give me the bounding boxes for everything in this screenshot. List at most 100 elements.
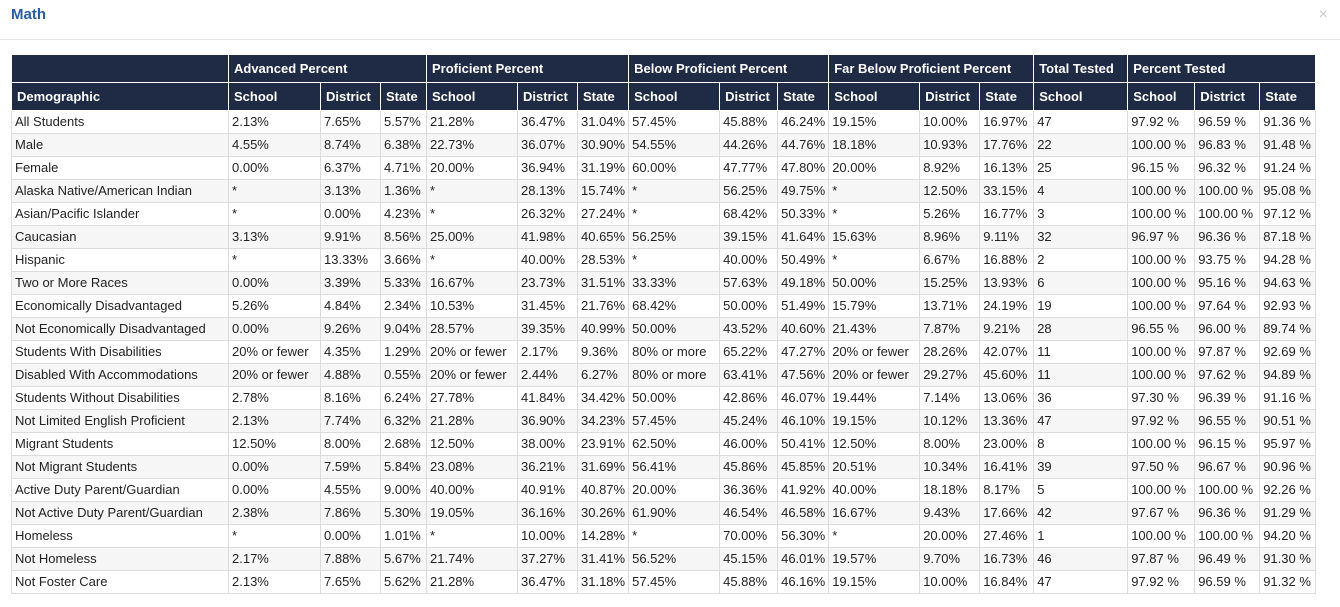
table-cell: 23.91% xyxy=(576,432,630,456)
table-cell: 34.23% xyxy=(576,409,630,433)
table-cell: * xyxy=(426,248,518,272)
table-row: Not Homeless 2.17% 7.88% 5.67% 21.74% 37.27% 3… xyxy=(11,547,1317,571)
table-cell: 19.15% xyxy=(828,110,921,134)
table-row: Economically Disadvantaged 5.26% 4.84% 2.34… xyxy=(11,294,1317,318)
table-cell: 31.45% xyxy=(517,294,578,318)
demographic-cell: Female xyxy=(11,156,229,180)
table-cell: 31.04% xyxy=(576,110,630,134)
column-header: District xyxy=(320,82,381,111)
demographic-cell: Alaska Native/American Indian xyxy=(11,179,229,203)
table-cell: 91.16 % xyxy=(1259,386,1317,410)
table-row: Alaska Native/American Indian * 3.13% 1.36%… xyxy=(11,179,1317,203)
table-cell: 7.65% xyxy=(320,110,381,134)
table-cell: 18.18% xyxy=(828,133,921,157)
table-cell: 60.00% xyxy=(628,156,721,180)
group-header-percent-tested: Percent Tested xyxy=(1127,54,1317,83)
table-row: Disabled With Accommodations 20% or fewer… xyxy=(11,363,1317,387)
table-cell: 20% or fewer xyxy=(228,363,321,387)
table-cell: * xyxy=(426,524,518,548)
demographic-cell: Migrant Students xyxy=(11,432,229,456)
table-cell: 6.27% xyxy=(576,363,630,387)
table-cell: 32 xyxy=(1033,225,1129,249)
table-cell: 45.85% xyxy=(777,455,830,479)
table-cell: 27.78% xyxy=(426,386,518,410)
demographic-cell: Economically Disadvantaged xyxy=(11,294,229,318)
table-cell: 21.28% xyxy=(426,409,518,433)
table-cell: 19.15% xyxy=(828,570,921,594)
table-cell: 22.73% xyxy=(426,133,518,157)
table-row: Two or More Races 0.00% 3.39% 5.33% 16.67% 23… xyxy=(11,271,1317,295)
table-cell: 80% or more xyxy=(628,363,721,387)
table-cell: 4.35% xyxy=(320,340,381,364)
demographic-cell: Not Foster Care xyxy=(11,570,229,594)
table-cell: 20% or fewer xyxy=(426,363,518,387)
table-cell: 36.47% xyxy=(517,110,578,134)
table-cell: 0.00% xyxy=(228,478,321,502)
table-cell: 8.00% xyxy=(320,432,381,456)
table-cell: 31.18% xyxy=(576,570,630,594)
demographic-cell: Homeless xyxy=(11,524,229,548)
table-cell: 36.16% xyxy=(517,501,578,525)
table-cell: 100.00 % xyxy=(1194,478,1261,502)
table-cell: 9.26% xyxy=(320,317,381,341)
table-cell: 0.55% xyxy=(380,363,427,387)
table-cell: 6.67% xyxy=(919,248,981,272)
table-cell: * xyxy=(828,202,921,226)
table-cell: 3.13% xyxy=(228,225,321,249)
table-cell: 42.86% xyxy=(719,386,779,410)
table-cell: 21.28% xyxy=(426,570,518,594)
table-cell: 40.60% xyxy=(777,317,830,341)
group-header-empty xyxy=(11,54,229,83)
table-cell: 10.53% xyxy=(426,294,518,318)
table-cell: 31.69% xyxy=(576,455,630,479)
table-cell: * xyxy=(628,202,721,226)
demographic-cell: Not Limited English Proficient xyxy=(11,409,229,433)
column-header: State xyxy=(576,82,630,111)
table-cell: 1 xyxy=(1033,524,1129,548)
table-cell: 8.16% xyxy=(320,386,381,410)
table-cell: 4.55% xyxy=(320,478,381,502)
group-header-row: Advanced Percent Proficient Percent Belo… xyxy=(11,54,1317,83)
table-cell: 80% or more xyxy=(628,340,721,364)
table-cell: * xyxy=(828,179,921,203)
table-cell: 5.26% xyxy=(228,294,321,318)
table-cell: 4.55% xyxy=(228,133,321,157)
table-cell: 92.26 % xyxy=(1259,478,1317,502)
table-cell: 10.00% xyxy=(919,110,981,134)
table-cell: * xyxy=(828,248,921,272)
table-cell: 13.36% xyxy=(979,409,1035,433)
table-cell: 100.00 % xyxy=(1127,340,1196,364)
table-cell: 16.67% xyxy=(828,501,921,525)
table-cell: 96.39 % xyxy=(1194,386,1261,410)
close-icon[interactable]: × xyxy=(1318,6,1328,23)
table-cell: 57.45% xyxy=(628,570,721,594)
table-cell: 47.27% xyxy=(777,340,830,364)
table-cell: 2.13% xyxy=(228,110,321,134)
table-cell: 100.00 % xyxy=(1127,478,1196,502)
table-cell: 46.24% xyxy=(777,110,830,134)
table-row: Asian/Pacific Islander * 0.00% 4.23% * 26.32%… xyxy=(11,202,1317,226)
table-cell: 91.24 % xyxy=(1259,156,1317,180)
table-cell: 100.00 % xyxy=(1127,432,1196,456)
table-cell: 22 xyxy=(1033,133,1129,157)
demographic-cell: Male xyxy=(11,133,229,157)
table-cell: 19.15% xyxy=(828,409,921,433)
table-cell: 28 xyxy=(1033,317,1129,341)
column-header: District xyxy=(1194,82,1261,111)
table-cell: 57.63% xyxy=(719,271,779,295)
table-cell: 5.67% xyxy=(380,547,427,571)
table-cell: 4.23% xyxy=(380,202,427,226)
table-cell: 36 xyxy=(1033,386,1129,410)
table-cell: 8.74% xyxy=(320,133,381,157)
table-cell: 51.49% xyxy=(777,294,830,318)
table-cell: 54.55% xyxy=(628,133,721,157)
table-cell: 36.21% xyxy=(517,455,578,479)
table-cell: 4.88% xyxy=(320,363,381,387)
table-cell: 100.00 % xyxy=(1127,248,1196,272)
table-cell: 20.00% xyxy=(628,478,721,502)
table-cell: 11 xyxy=(1033,340,1129,364)
table-cell: 46.10% xyxy=(777,409,830,433)
results-table-container: Advanced Percent Proficient Percent Belo… xyxy=(11,54,1317,594)
demographic-cell: Active Duty Parent/Guardian xyxy=(11,478,229,502)
table-cell: 93.75 % xyxy=(1194,248,1261,272)
